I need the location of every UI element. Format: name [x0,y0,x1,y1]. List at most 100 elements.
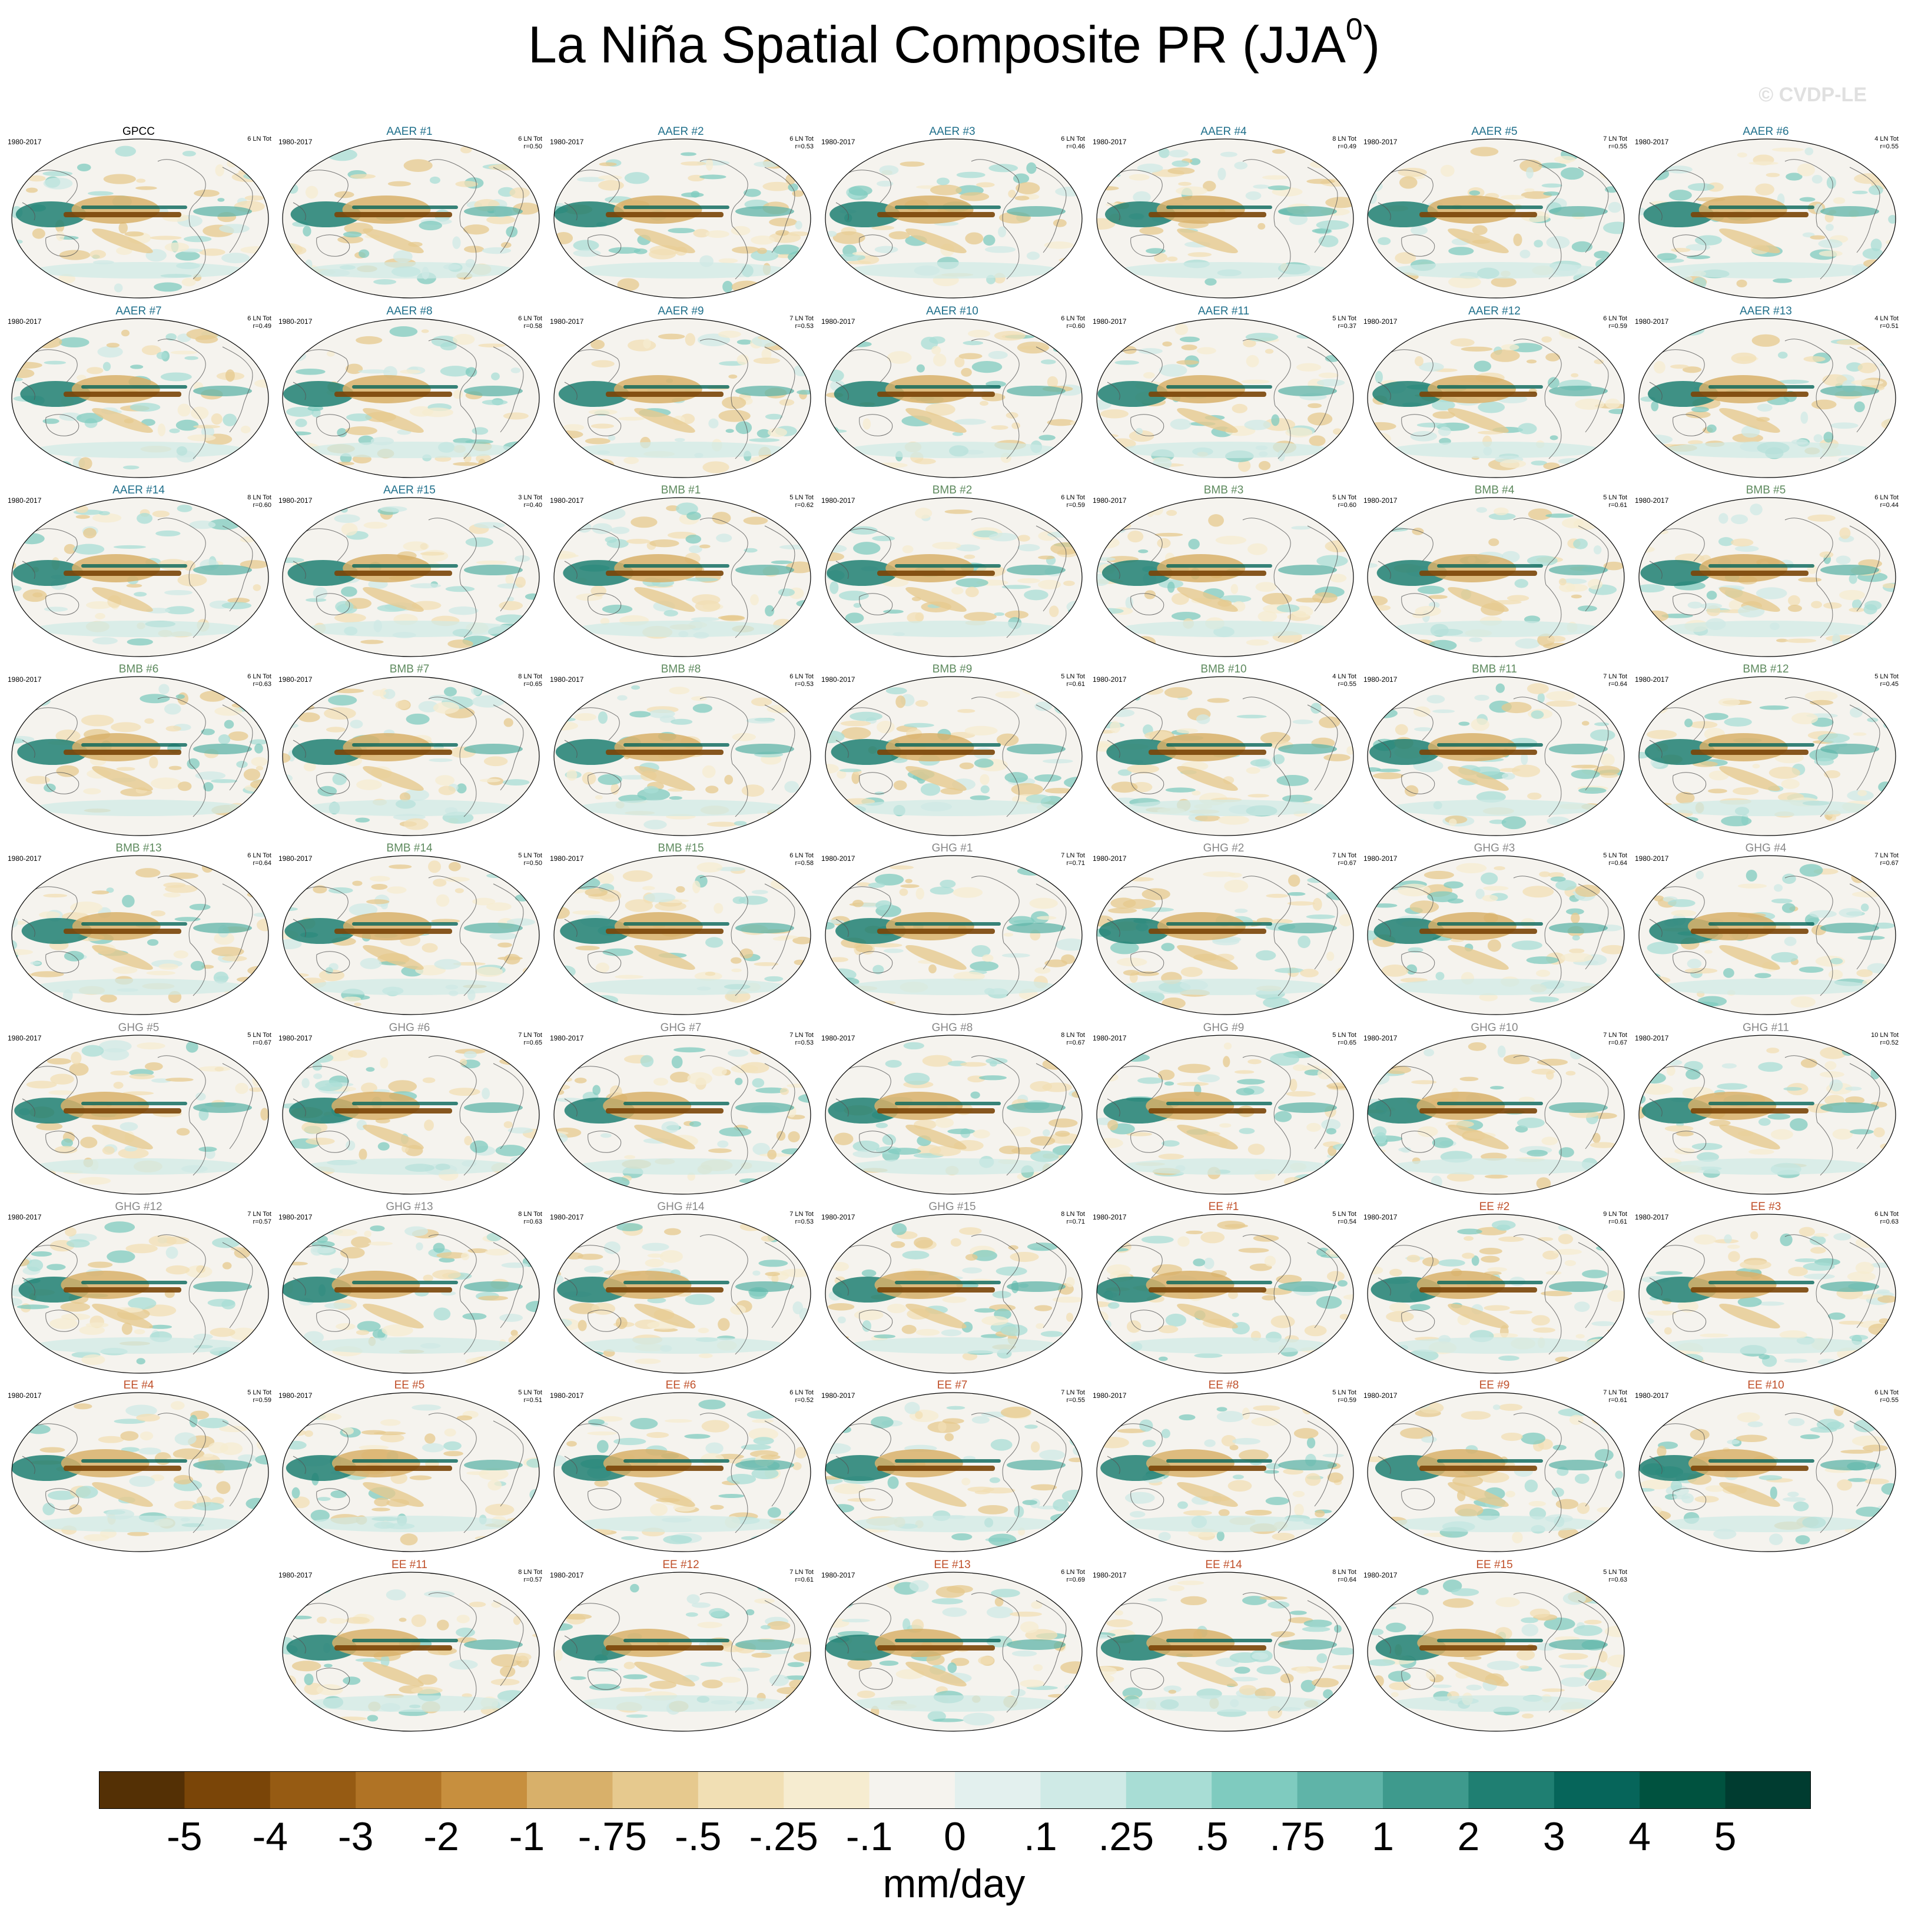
panel-pattern-correlation: r=0.50 [523,860,543,867]
map-border [553,855,811,1015]
map-border [825,138,1083,299]
panel-pattern-correlation: r=0.64 [1338,1576,1357,1583]
precip-anomaly-map [1367,497,1625,657]
panel-stats: 5 LN Tot r=0.61 [1061,673,1085,688]
panel-title: BMB #9 [932,663,973,675]
map-border [1367,855,1625,1015]
panel-stats: 6 LN Tot r=0.50 [518,135,542,151]
panel-event-count: 3 LN Tot [518,494,542,501]
panel-stats: 6 LN Tot r=0.49 [247,315,271,330]
panel-pattern-correlation: r=0.49 [253,323,272,330]
panel-pattern-correlation: r=0.64 [1608,681,1628,688]
map-panel: AAER #3 1980-2017 6 LN Tot r=0.46 [818,126,1086,303]
panel-period: 1980-2017 [1093,675,1127,684]
panel-period: 1980-2017 [1363,317,1398,326]
panel-event-count: 8 LN Tot [518,673,542,680]
panel-period: 1980-2017 [550,854,584,863]
precip-anomaly-map [1367,1214,1625,1374]
panel-event-count: 7 LN Tot [789,1211,814,1218]
panel-title: AAER #4 [1200,125,1247,138]
panel-stats: 8 LN Tot r=0.65 [518,673,542,688]
map-panel: GHG #10 1980-2017 7 LN Tot r=0.67 [1361,1022,1628,1199]
map-border [282,1572,540,1732]
panel-pattern-correlation: r=0.55 [1338,681,1357,688]
panel-title: AAER #12 [1468,305,1521,317]
map-panel: EE #15 1980-2017 5 LN Tot r=0.63 [1361,1559,1628,1736]
panel-period: 1980-2017 [1093,1391,1127,1400]
map-panel: GHG #15 1980-2017 8 LN Tot r=0.71 [818,1201,1086,1378]
panel-stats: 4 LN Tot r=0.55 [1332,673,1356,688]
panel-event-count: 6 LN Tot [1874,1211,1899,1218]
panel-period: 1980-2017 [821,1213,855,1221]
panel-event-count: 6 LN Tot [789,135,814,143]
map-panel: GPCC 1980-2017 6 LN Tot [5,126,273,303]
panel-event-count: 6 LN Tot [518,315,542,322]
map-border [11,497,269,657]
panel-stats: 5 LN Tot r=0.54 [1332,1211,1356,1226]
colorbar-ticks: -5 -4 -3 -2 -1 -.75 -.5 -.25 -.1 0 .1 .25 .5 .75 1 2 3 4 5 [0,1814,1908,1861]
panel-pattern-correlation: r=0.54 [1338,1218,1357,1225]
panel-pattern-correlation: r=0.50 [523,143,543,150]
map-panel: GHG #3 1980-2017 5 LN Tot r=0.64 [1361,843,1628,1019]
map-border [11,138,269,299]
panel-title: BMB #10 [1200,663,1247,675]
map-border [1367,1572,1625,1732]
precip-anomaly-map [282,1214,540,1374]
map-border [1367,676,1625,836]
panel-stats: 6 LN Tot r=0.59 [1603,315,1627,330]
colorbar-box [1297,1771,1383,1809]
panel-title: GHG #12 [115,1201,162,1213]
precip-anomaly-map [1638,1035,1896,1195]
precip-anomaly-map [1638,497,1896,657]
panel-title: GHG #5 [118,1022,160,1034]
map-border [1367,138,1625,299]
map-panel: GHG #5 1980-2017 5 LN Tot r=0.67 [5,1022,273,1199]
panel-stats: 6 LN Tot r=0.63 [247,673,271,688]
panel-period: 1980-2017 [1635,854,1669,863]
map-panel: EE #13 1980-2017 6 LN Tot r=0.69 [818,1559,1086,1736]
map-panel: AAER #5 1980-2017 7 LN Tot r=0.55 [1361,126,1628,303]
panel-event-count: 5 LN Tot [1332,1211,1356,1218]
panel-pattern-correlation: r=0.60 [1066,323,1086,330]
panel-period: 1980-2017 [821,1391,855,1400]
panel-period: 1980-2017 [821,138,855,146]
precip-anomaly-map [1367,138,1625,299]
precip-anomaly-map [11,138,269,299]
panel-title: BMB #5 [1746,484,1786,496]
panel-pattern-correlation: r=0.64 [253,860,272,867]
colorbar-box [270,1771,356,1809]
panel-event-count: 6 LN Tot [1603,315,1627,322]
colorbar-box [698,1771,784,1809]
panel-period: 1980-2017 [1635,496,1669,505]
panel-period: 1980-2017 [550,675,584,684]
map-panel: GHG #12 1980-2017 7 LN Tot r=0.57 [5,1201,273,1378]
map-border [1638,138,1896,299]
panel-title: BMB #7 [389,663,430,675]
precip-anomaly-map [553,1572,811,1732]
map-panel: AAER #10 1980-2017 6 LN Tot r=0.60 [818,306,1086,482]
panel-period: 1980-2017 [1635,1034,1669,1042]
map-panel: BMB #4 1980-2017 5 LN Tot r=0.61 [1361,485,1628,661]
colorbar-tick-label: -.75 [578,1814,647,1859]
precip-anomaly-map [1367,1572,1625,1732]
map-panel: GHG #9 1980-2017 5 LN Tot r=0.65 [1090,1022,1358,1199]
map-border [1096,1572,1354,1732]
map-border [1638,318,1896,478]
panel-pattern-correlation: r=0.67 [1338,860,1357,867]
panel-stats: 5 LN Tot r=0.64 [1603,852,1627,867]
panel-pattern-correlation: r=0.71 [1066,1218,1086,1225]
panel-title: AAER #13 [1740,305,1792,317]
map-panel: EE #10 1980-2017 6 LN Tot r=0.55 [1632,1380,1900,1556]
panel-pattern-correlation: r=0.65 [1338,1039,1357,1046]
panel-title: BMB #14 [386,842,433,854]
precip-anomaly-map [1096,318,1354,478]
panel-stats: 7 LN Tot r=0.61 [789,1569,814,1584]
panel-pattern-correlation: r=0.62 [795,502,814,509]
panel-stats: 9 LN Tot r=0.61 [1603,1211,1627,1226]
precip-anomaly-map [825,1214,1083,1374]
panel-title: AAER #7 [115,305,162,317]
panel-period: 1980-2017 [1093,1571,1127,1579]
title-superscript: 0 [1345,12,1363,47]
precip-anomaly-map [825,855,1083,1015]
